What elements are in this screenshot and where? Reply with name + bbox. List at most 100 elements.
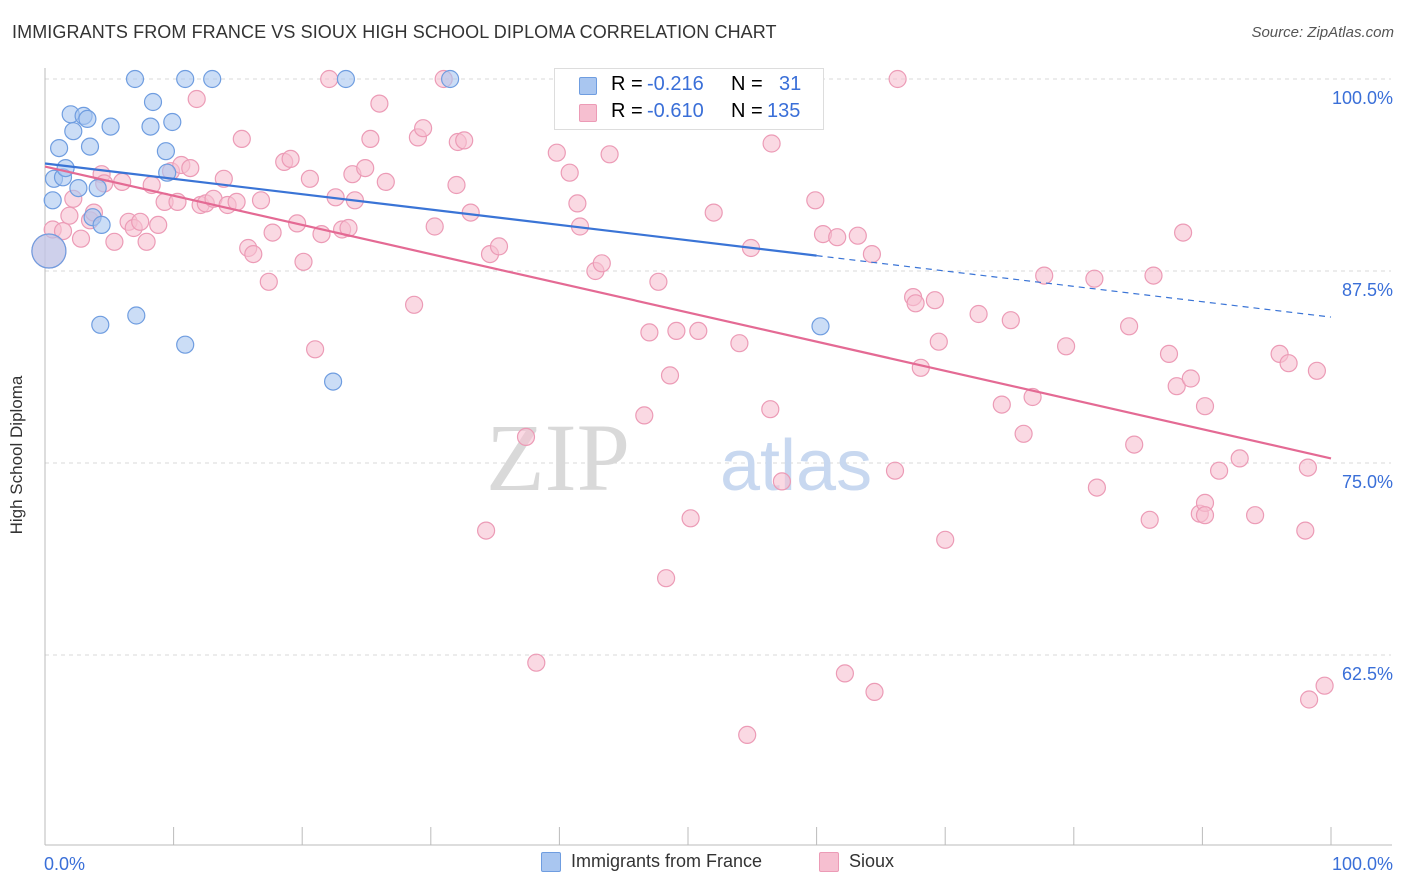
legend-r-label-sioux: R = [611, 100, 643, 122]
sioux-points [31, 69, 1334, 745]
sioux-point-87 [762, 134, 781, 153]
france-point-13 [88, 179, 107, 198]
sioux-point-27 [214, 169, 233, 188]
sioux-point-109 [1035, 266, 1054, 285]
sioux-point-43 [320, 69, 339, 89]
trend-lines [44, 162, 1332, 460]
legend-swatch-sioux [579, 104, 597, 122]
sioux-point-2 [53, 222, 73, 241]
france-point-11 [80, 137, 100, 156]
sioux-point-3 [60, 206, 79, 225]
france-point-30 [811, 317, 830, 336]
sioux-point-101 [925, 291, 945, 310]
y-tick-label-3: 100.0% [1332, 88, 1393, 108]
sioux-point-115 [1140, 510, 1159, 529]
y-tick-label-0: 62.5% [1342, 664, 1393, 684]
france-point-16 [91, 315, 110, 334]
sioux-point-74 [635, 406, 654, 425]
sioux-point-79 [667, 321, 686, 340]
sioux-point-64 [489, 237, 509, 256]
sioux-point-95 [865, 682, 884, 702]
sioux-point-86 [761, 400, 780, 419]
sioux-point-34 [259, 272, 278, 291]
sioux-point-22 [181, 159, 200, 178]
sioux-point-120 [1181, 369, 1200, 388]
sioux-point-113 [1119, 317, 1139, 336]
watermark-zip: ZIP [486, 404, 630, 511]
watermark-atlas: atlas [720, 426, 872, 506]
sioux-point-23 [187, 89, 206, 109]
sioux-point-123 [1195, 397, 1215, 416]
legend-swatch-france [579, 77, 597, 95]
sioux-point-35 [263, 223, 282, 242]
legend-r-label-france: R = [611, 73, 643, 95]
sioux-point-68 [560, 163, 579, 182]
legend-item-france[interactable]: Immigrants from France [541, 851, 762, 872]
sioux-point-104 [969, 304, 988, 324]
sioux-point-49 [356, 159, 375, 178]
sioux-point-103 [936, 530, 955, 549]
sioux-point-40 [300, 169, 319, 188]
watermark: ZIP atlas [486, 404, 872, 511]
france-point-18 [141, 117, 160, 136]
sioux-trend-line [44, 165, 1332, 460]
sioux-point-97 [888, 69, 907, 89]
france-point-20 [127, 306, 146, 325]
sioux-point-73 [600, 145, 619, 164]
source-label: Source: ZipAtlas.com [1251, 24, 1394, 41]
france-point-23 [163, 112, 182, 132]
france-point-17 [125, 69, 145, 89]
sioux-point-124 [1195, 506, 1215, 525]
sioux-point-126 [1230, 449, 1249, 468]
sioux-point-116 [1144, 266, 1163, 285]
sioux-point-131 [1298, 458, 1318, 477]
sioux-point-99 [906, 294, 925, 313]
sioux-point-30 [232, 129, 251, 148]
sioux-point-94 [862, 245, 882, 264]
sioux-point-96 [885, 461, 905, 480]
sioux-point-106 [1001, 311, 1020, 330]
sioux-point-32 [244, 245, 263, 264]
france-point-1 [43, 191, 62, 210]
legend-r-value-sioux: -0.610 [647, 100, 704, 122]
france-point-29 [441, 69, 460, 89]
france-point-26 [203, 69, 222, 89]
france-point-19 [143, 92, 163, 112]
sioux-point-51 [370, 94, 389, 113]
sioux-point-118 [1173, 223, 1193, 242]
sioux-point-110 [1056, 337, 1076, 356]
sioux-point-17 [149, 215, 168, 234]
sioux-point-132 [1299, 690, 1319, 709]
sioux-point-125 [1209, 461, 1229, 480]
sioux-point-37 [281, 149, 300, 168]
sioux-point-77 [656, 569, 676, 588]
france-point-10 [78, 109, 97, 129]
sioux-point-41 [306, 340, 325, 359]
axes [44, 68, 1392, 846]
sioux-point-89 [806, 191, 825, 210]
france-point-8 [69, 179, 88, 198]
sioux-point-75 [640, 323, 659, 342]
sioux-point-83 [730, 334, 749, 353]
x-tick-label-1: 100.0% [1332, 854, 1393, 874]
sioux-point-50 [361, 129, 380, 148]
legend-n-label-sioux: N = [731, 100, 763, 122]
y-tick-label-2: 87.5% [1342, 280, 1393, 300]
legend-n-label-france: N = [731, 73, 763, 95]
sioux-point-129 [1279, 354, 1298, 373]
sioux-point-130 [1296, 521, 1315, 540]
france-point-14 [92, 215, 111, 234]
sioux-point-78 [660, 366, 680, 385]
france-point-25 [176, 69, 195, 89]
sioux-point-112 [1087, 478, 1107, 497]
sioux-point-52 [376, 172, 395, 191]
sioux-point-117 [1159, 344, 1179, 363]
sioux-point-134 [1315, 676, 1334, 695]
chart-title: IMMIGRANTS FROM FRANCE VS SIOUX HIGH SCH… [12, 22, 777, 42]
tick-labels: 62.5% 75.0% 87.5% 100.0% 0.0% 100.0% [44, 88, 1393, 874]
sioux-point-92 [835, 664, 855, 683]
france-point-21 [156, 142, 175, 161]
grid-lines [45, 78, 1391, 656]
legend-item-sioux[interactable]: Sioux [819, 851, 894, 872]
